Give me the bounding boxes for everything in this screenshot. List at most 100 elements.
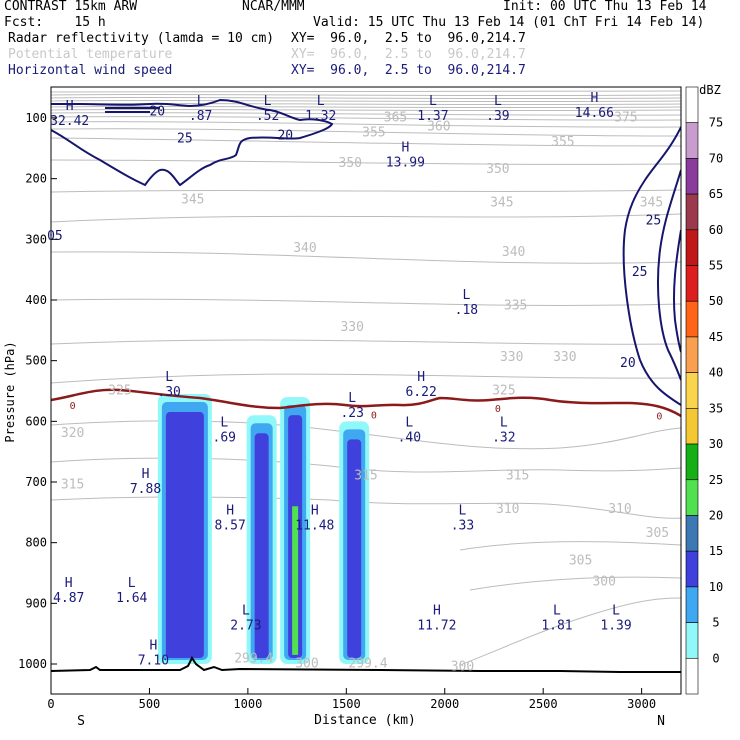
x-tick-label: 2500 — [529, 697, 558, 711]
x-axis-end-label: N — [657, 714, 665, 729]
theta-contour-label: 299.4 — [234, 652, 273, 667]
theta-contour-label: 335 — [504, 299, 527, 314]
y-tick-label: 300 — [25, 232, 47, 246]
hl-markers: H32.42L.87L.52L1.32L1.37L.39H14.66H13.99… — [50, 91, 632, 669]
theta-contour-label: 345 — [181, 192, 204, 207]
colorbar-label: 40 — [709, 366, 723, 380]
hl-marker-type: H — [590, 91, 598, 106]
hl-marker-value: 1.32 — [305, 109, 336, 124]
x-tick-label: 1500 — [332, 697, 361, 711]
theta-contour-label: 299.4 — [348, 657, 387, 672]
hl-marker-type: H — [417, 370, 425, 385]
x-tick-label: 0 — [47, 697, 54, 711]
hl-marker-type: L — [264, 94, 272, 109]
reflectivity-column-15dbz — [254, 433, 269, 658]
theta-contour-label: 300 — [592, 575, 615, 590]
hl-marker-value: .30 — [157, 385, 180, 400]
theta-contour-label: 305 — [569, 553, 592, 568]
theta-contour-label: 375 — [614, 111, 637, 126]
hl-marker-value: 1.64 — [116, 591, 147, 606]
y-axis: 100 200 300 400 500 600 700 800 900 1000 — [18, 111, 57, 671]
colorbar-segment — [685, 86, 699, 124]
colorbar-segment — [685, 300, 699, 338]
hl-marker-value: 7.10 — [138, 654, 169, 669]
field-reflectivity-name: Radar reflectivity (lamda = 10 cm) — [8, 31, 275, 46]
field-wind-name: Horizontal wind speed — [8, 63, 173, 78]
hl-marker-type: L — [348, 391, 356, 406]
hl-marker-type: L — [494, 94, 502, 109]
hl-marker-value: 2.73 — [230, 619, 261, 634]
colorbar-units: dBZ — [699, 83, 721, 97]
y-tick-label: 900 — [25, 596, 47, 610]
hl-marker-value: 4.87 — [53, 591, 84, 606]
colorbar-label: 20 — [709, 508, 723, 522]
hl-marker-value: .39 — [486, 109, 509, 124]
zero-line-label: 0 — [656, 411, 662, 422]
hl-marker-type: L — [128, 576, 136, 591]
hl-marker-value: 32.42 — [50, 114, 89, 129]
colorbar-label: 45 — [709, 330, 723, 344]
hl-marker-value: 1.39 — [600, 619, 631, 634]
theta-contour-label: 325 — [492, 384, 515, 399]
theta-contour-label: 320 — [61, 426, 84, 441]
theta-contour-label: 310 — [608, 502, 631, 517]
x-tick-label: 2000 — [430, 697, 459, 711]
hl-marker-type: L — [317, 94, 325, 109]
y-tick-label: 1000 — [18, 657, 47, 671]
colorbar-label: 75 — [709, 116, 723, 130]
init-time: Init: 00 UTC Thu 13 Feb 14 — [503, 0, 707, 14]
wind-contour-labels: 20 25 20 25 20 25 05 — [47, 104, 661, 371]
hl-marker-value: 7.88 — [130, 482, 161, 497]
colorbar-segment — [685, 550, 699, 588]
hl-marker-value: .23 — [340, 406, 363, 421]
colorbar-label: 55 — [709, 259, 723, 273]
theta-contour-label: 330 — [340, 320, 363, 335]
theta-contour-label: 315 — [354, 468, 377, 483]
theta-contour-label: 350 — [486, 162, 509, 177]
hl-marker-type: L — [553, 604, 561, 619]
colorbar-segment — [685, 372, 699, 409]
y-tick-label: 400 — [25, 293, 47, 307]
zero-line-labels: 0 0 0 0 — [70, 401, 663, 422]
colorbar-label: 10 — [709, 580, 723, 594]
x-axis: 0 500 1000 1500 2000 2500 3000 — [47, 688, 656, 711]
hl-marker-type: L — [612, 604, 620, 619]
y-tick-label: 700 — [25, 475, 47, 489]
x-tick-label: 500 — [139, 697, 161, 711]
zero-line-label: 0 — [371, 410, 377, 421]
hl-marker-type: L — [462, 288, 470, 303]
hl-marker-value: 11.72 — [417, 619, 456, 634]
theta-contour-label: 355 — [362, 126, 385, 141]
theta-contour-label: 340 — [293, 241, 316, 256]
wind-contour-label: 25 — [646, 214, 662, 229]
colorbar-label: 70 — [709, 151, 723, 165]
hl-marker-value: .40 — [398, 430, 421, 445]
terrain-line — [51, 656, 681, 673]
hl-marker-type: L — [242, 604, 250, 619]
colorbar-label: 65 — [709, 187, 723, 201]
valid-time: Valid: 15 UTC Thu 13 Feb 14 (01 ChT Fri … — [313, 15, 705, 30]
colorbar-segment — [685, 586, 699, 623]
hl-marker-type: L — [165, 370, 173, 385]
reflectivity-column-15dbz — [347, 439, 362, 658]
colorbar-segment — [685, 622, 699, 659]
colorbar-segment — [685, 158, 699, 195]
hl-marker-value: .32 — [492, 430, 515, 445]
plot-frame — [50, 86, 682, 695]
x-axis-start-label: S — [77, 714, 85, 729]
field-theta-xy: XY= 96.0, 2.5 to 96.0,214.7 — [291, 47, 526, 62]
colorbar-segment — [685, 408, 699, 445]
hl-marker-type: H — [433, 604, 441, 619]
colorbar-segment — [685, 193, 699, 231]
colorbar-label: 5 — [712, 616, 719, 630]
field-theta-name: Potential temperature — [8, 47, 173, 62]
wind-contour-label: 20 — [620, 356, 636, 371]
colorbar-label: 15 — [709, 544, 723, 558]
colorbar-segment — [685, 265, 699, 302]
wind-contour-label: 25 — [177, 132, 193, 147]
hl-marker-value: 6.22 — [405, 385, 436, 400]
hl-marker-value: .33 — [451, 518, 474, 533]
wind-contour-label: 20 — [277, 129, 293, 144]
